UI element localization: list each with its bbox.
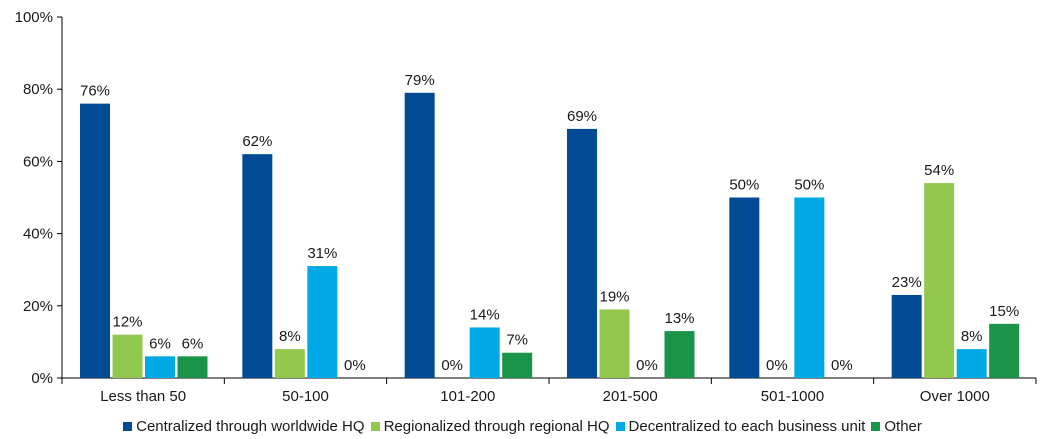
bar xyxy=(80,103,110,378)
data-label: 12% xyxy=(112,314,142,331)
y-tick-label: 20% xyxy=(23,298,53,315)
data-label: 31% xyxy=(307,245,337,262)
data-label: 0% xyxy=(831,357,853,374)
data-label: 6% xyxy=(182,335,204,352)
bar xyxy=(567,128,597,378)
legend: Centralized through worldwide HQ Regional… xyxy=(0,415,1045,437)
y-tick-label: 80% xyxy=(23,81,53,98)
bar xyxy=(729,197,760,378)
bar xyxy=(502,352,533,378)
data-label: 0% xyxy=(441,357,463,374)
y-tick-label: 0% xyxy=(31,370,53,387)
bar xyxy=(599,309,630,378)
legend-label: Other xyxy=(884,417,922,435)
legend-swatch xyxy=(123,421,133,431)
data-label: 50% xyxy=(729,177,759,194)
data-label: 6% xyxy=(149,335,171,352)
bar xyxy=(112,334,143,378)
bar xyxy=(664,331,695,378)
y-tick-label: 100% xyxy=(15,9,53,26)
x-category-label: 50-100 xyxy=(282,388,329,405)
data-label: 0% xyxy=(766,357,788,374)
bar xyxy=(242,154,273,378)
legend-label: Regionalized through regional HQ xyxy=(383,417,610,435)
legend-item: Regionalized through regional HQ xyxy=(370,417,610,435)
bar xyxy=(956,349,987,378)
data-label: 62% xyxy=(242,133,272,150)
x-category-label: 101-200 xyxy=(440,388,495,405)
bar xyxy=(307,266,338,378)
chart: 0% 20% 40% 60% 80% 100% 76% 12% 6% 6% Less than 50… xyxy=(15,9,1037,405)
bar xyxy=(404,92,435,378)
bar xyxy=(891,294,922,378)
bar xyxy=(469,327,500,378)
data-label: 14% xyxy=(470,306,500,323)
data-label: 13% xyxy=(664,310,694,327)
bar xyxy=(924,183,955,378)
data-label: 19% xyxy=(599,288,629,305)
bar xyxy=(177,356,208,378)
data-label: 8% xyxy=(961,328,983,345)
data-label: 79% xyxy=(405,72,435,89)
bar xyxy=(989,323,1020,378)
legend-item: Decentralized to each business unit xyxy=(615,417,866,435)
data-label: 0% xyxy=(344,357,366,374)
x-category-label: 201-500 xyxy=(603,388,658,405)
y-tick-label: 40% xyxy=(23,226,53,243)
legend-item: Centralized through worldwide HQ xyxy=(123,417,365,435)
legend-label: Decentralized to each business unit xyxy=(628,417,866,435)
data-label: 50% xyxy=(794,177,824,194)
data-label: 7% xyxy=(506,332,528,349)
data-label: 8% xyxy=(279,328,301,345)
data-label: 69% xyxy=(567,108,597,125)
x-category-label: Over 1000 xyxy=(920,388,990,405)
legend-label: Centralized through worldwide HQ xyxy=(136,417,365,435)
bar xyxy=(794,197,825,378)
x-category-label: 501-1000 xyxy=(761,388,824,405)
legend-item: Other xyxy=(871,418,922,435)
data-label: 23% xyxy=(892,274,922,291)
legend-swatch xyxy=(615,421,625,431)
data-label: 76% xyxy=(80,83,110,100)
legend-swatch xyxy=(871,421,881,431)
x-category-label: Less than 50 xyxy=(100,388,186,405)
data-label: 54% xyxy=(924,162,954,179)
bar xyxy=(145,356,175,378)
bar xyxy=(274,349,305,378)
data-label: 0% xyxy=(636,357,658,374)
data-label: 15% xyxy=(989,303,1019,320)
legend-swatch xyxy=(370,421,380,431)
y-tick-label: 60% xyxy=(23,153,53,170)
